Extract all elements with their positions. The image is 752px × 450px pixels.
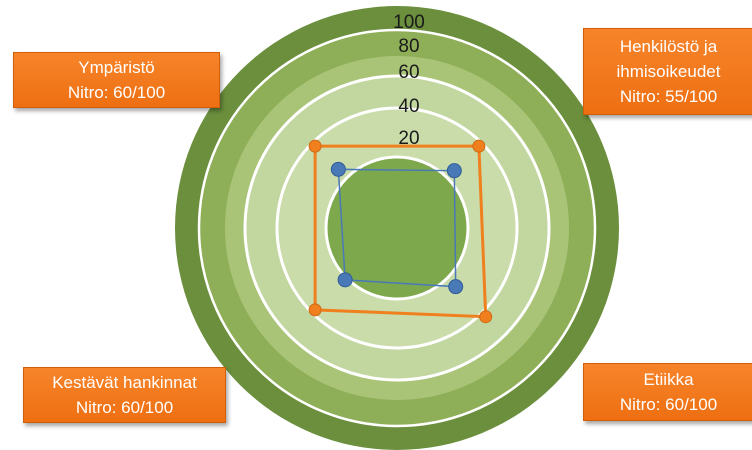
ring-line-80 [197,28,597,428]
category-callout-kestavat-hankinnat: Kestävät hankinnat Nitro: 60/100 [23,367,226,423]
category-callout-etiikka: Etiikka Nitro: 60/100 [583,363,752,421]
category-score: Nitro: 60/100 [75,398,174,417]
data-point [448,279,464,295]
category-label: Ympäristö [78,58,155,77]
category-score: Nitro: 60/100 [619,395,718,414]
axis-tick-label: 40 [398,96,419,117]
ring-center [324,155,470,301]
axis-tick-label: 60 [398,62,419,83]
data-point [479,310,493,324]
chart-series [308,139,493,324]
category-label: Kestävät hankinnat [52,373,197,392]
data-point [330,161,346,177]
data-point [308,303,322,317]
category-callout-ymparisto: Ympäristö Nitro: 60/100 [13,52,220,108]
data-point [472,139,486,153]
series-1 [330,161,464,295]
data-point [337,272,353,288]
data-point [308,139,322,153]
data-point [446,163,462,179]
category-label: Etiikka [643,370,694,389]
chart-rings [175,6,619,450]
category-score: Nitro: 60/100 [67,83,166,102]
axis-tick-labels: 20 40 60 80 100 [393,12,425,149]
axis-tick-label: 80 [398,36,419,57]
category-label-line-2: ihmisoikeudet [616,62,721,81]
category-score: Nitro: 55/100 [619,87,718,106]
axis-tick-label: 20 [398,128,419,149]
series-0 [308,139,493,324]
category-callout-henkilosto: Henkilöstö ja ihmisoikeudet Nitro: 55/10… [583,28,752,115]
axis-tick-label: 100 [393,12,425,33]
category-label-line-1: Henkilöstö ja [619,37,718,56]
